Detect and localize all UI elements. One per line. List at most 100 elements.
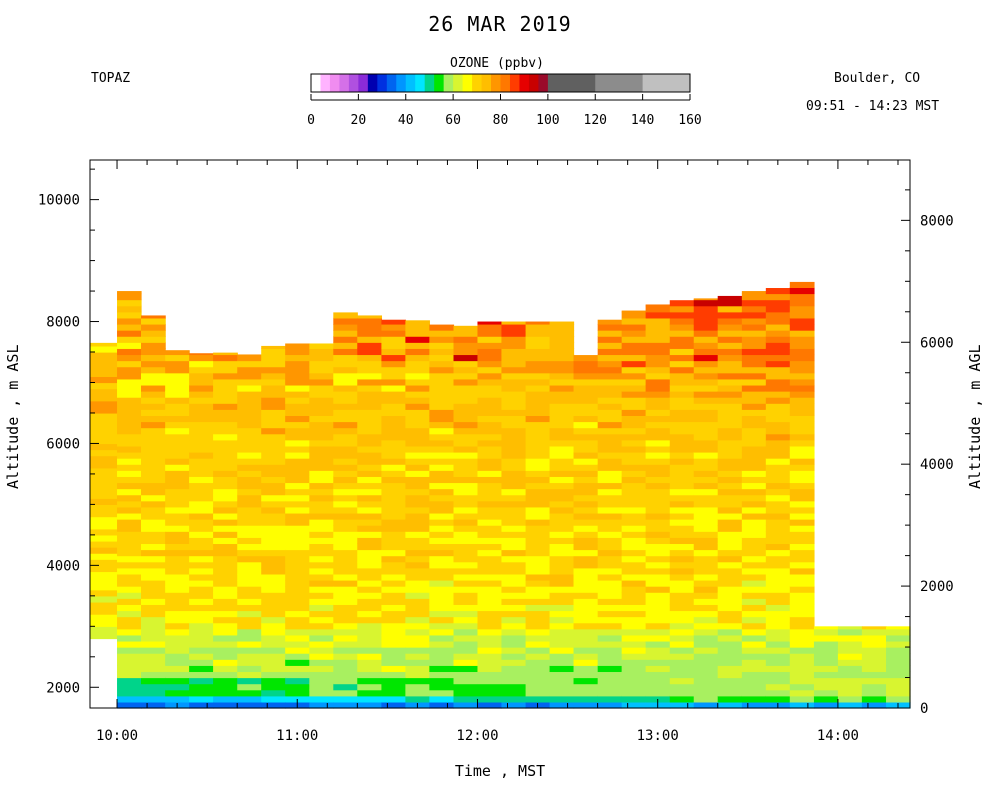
heatmap-cell bbox=[549, 476, 575, 484]
heatmap-cell bbox=[261, 409, 286, 417]
heatmap-cell bbox=[645, 592, 671, 599]
heatmap-cell bbox=[309, 683, 334, 691]
heatmap-cell bbox=[886, 683, 911, 691]
heatmap-cell bbox=[573, 610, 599, 618]
heatmap-cell bbox=[693, 451, 719, 459]
heatmap-cell bbox=[141, 506, 166, 514]
heatmap-cell bbox=[549, 372, 575, 380]
heatmap-cell bbox=[525, 512, 551, 520]
heatmap-cell bbox=[453, 525, 479, 532]
heatmap-cell bbox=[645, 433, 671, 441]
heatmap-cell bbox=[621, 555, 647, 563]
heatmap-cell bbox=[117, 592, 142, 599]
heatmap-cell bbox=[717, 555, 743, 563]
heatmap-cell bbox=[237, 537, 262, 545]
heatmap-cell bbox=[90, 431, 118, 438]
colorbar-bin-12 bbox=[424, 74, 435, 92]
heatmap-cell bbox=[117, 494, 142, 502]
heatmap-cell bbox=[309, 634, 334, 642]
heatmap-cell bbox=[765, 451, 791, 459]
heatmap-cell bbox=[237, 543, 262, 551]
heatmap-cell bbox=[117, 561, 142, 569]
heatmap-cell bbox=[189, 458, 214, 465]
heatmap-cell bbox=[693, 366, 719, 374]
heatmap-cell bbox=[333, 616, 358, 624]
heatmap-cell bbox=[213, 598, 238, 605]
heatmap-cell bbox=[117, 476, 142, 484]
heatmap-cell bbox=[285, 604, 310, 612]
heatmap-cell bbox=[117, 598, 142, 605]
heatmap-cell bbox=[669, 610, 695, 618]
heatmap-cell bbox=[789, 628, 815, 636]
heatmap-cell bbox=[693, 464, 719, 471]
heatmap-cell bbox=[405, 610, 430, 618]
heatmap-cell bbox=[261, 604, 286, 612]
heatmap-cell bbox=[141, 549, 166, 557]
heatmap-cell bbox=[693, 689, 719, 697]
heatmap-cell bbox=[621, 464, 647, 471]
heatmap-cell bbox=[405, 579, 430, 587]
heatmap-cell bbox=[621, 561, 647, 569]
heatmap-cell bbox=[501, 634, 527, 642]
heatmap-cell bbox=[405, 330, 430, 337]
heatmap-cell bbox=[237, 555, 262, 563]
heatmap-cell bbox=[597, 659, 623, 666]
heatmap-cell bbox=[741, 683, 767, 691]
heatmap-cell bbox=[429, 500, 455, 508]
heatmap-cell bbox=[573, 634, 599, 642]
heatmap-cell bbox=[381, 628, 406, 636]
heatmap-cell bbox=[693, 567, 719, 575]
heatmap-cell bbox=[309, 573, 334, 581]
heatmap-cell bbox=[141, 659, 166, 666]
heatmap-cell bbox=[597, 482, 623, 490]
heatmap-cell bbox=[453, 445, 479, 453]
heatmap-cell bbox=[453, 653, 479, 660]
heatmap-cell bbox=[669, 378, 695, 386]
heatmap-cell bbox=[621, 665, 647, 673]
heatmap-cell bbox=[717, 628, 743, 636]
heatmap-cell bbox=[573, 653, 599, 660]
heatmap-cell bbox=[573, 494, 599, 502]
heatmap-cell bbox=[405, 482, 430, 490]
heatmap-cell bbox=[117, 628, 142, 636]
heatmap-cell bbox=[141, 500, 166, 508]
heatmap-cell bbox=[357, 427, 383, 435]
heatmap-cell bbox=[501, 567, 527, 575]
heatmap-cell bbox=[333, 604, 358, 612]
heatmap-cell bbox=[549, 567, 575, 575]
heatmap-cell bbox=[669, 311, 695, 319]
heatmap-cell bbox=[165, 586, 190, 593]
heatmap-cell bbox=[621, 439, 647, 447]
heatmap-cell bbox=[741, 348, 767, 356]
heatmap-cell bbox=[573, 451, 599, 459]
heatmap-cell bbox=[381, 319, 406, 325]
heatmap-cell bbox=[381, 470, 406, 477]
heatmap-cell bbox=[645, 665, 671, 673]
heatmap-cell bbox=[357, 525, 383, 532]
heatmap-cell bbox=[645, 317, 671, 325]
heatmap-cell bbox=[477, 695, 503, 703]
heatmap-cell bbox=[405, 342, 430, 349]
heatmap-cell bbox=[429, 531, 455, 538]
heatmap-cell bbox=[333, 555, 358, 563]
heatmap-cell bbox=[429, 433, 455, 441]
heatmap-cell bbox=[573, 506, 599, 514]
heatmap-cell bbox=[261, 683, 286, 691]
heatmap-cell bbox=[597, 628, 623, 636]
heatmap-cell bbox=[285, 458, 310, 465]
y-left-tick-label: 2000 bbox=[46, 680, 80, 696]
heatmap-cell bbox=[429, 391, 455, 398]
heatmap-cell bbox=[165, 604, 190, 612]
heatmap-cell bbox=[765, 610, 791, 618]
heatmap-cell bbox=[333, 610, 358, 618]
heatmap-cell bbox=[285, 409, 310, 417]
heatmap-cell bbox=[357, 336, 383, 343]
heatmap-cell bbox=[573, 366, 599, 374]
heatmap-cell bbox=[333, 531, 358, 538]
heatmap-cell bbox=[117, 403, 142, 410]
heatmap-cell bbox=[477, 354, 503, 362]
heatmap-cell bbox=[189, 525, 214, 532]
heatmap-cell bbox=[285, 391, 310, 398]
heatmap-cell bbox=[381, 482, 406, 490]
heatmap-cell bbox=[213, 512, 238, 520]
